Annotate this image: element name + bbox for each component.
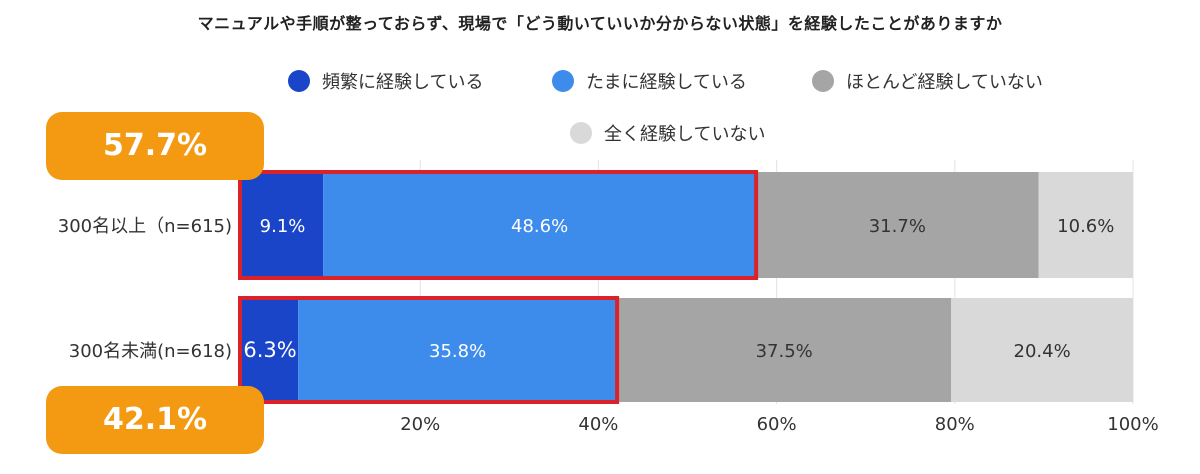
highlight-outline-0 (238, 170, 759, 280)
x-tick-label-3: 80% (935, 414, 975, 435)
x-tick-label-4: 100% (1107, 414, 1158, 435)
legend-item-never: 全く経験していない (570, 120, 765, 146)
bar-sometimes-1 (298, 298, 618, 402)
bar-rarely-0 (756, 172, 1039, 278)
legend-label-sometimes: たまに経験している (586, 72, 747, 93)
category-label-1: 300名未満(n=618) (69, 341, 232, 362)
data-label-rarely-0: 31.7% (869, 216, 926, 237)
legend-swatch-never (570, 122, 592, 144)
legend-item-rarely: ほとんど経験していない (812, 68, 1043, 94)
data-label-rarely-1: 37.5% (756, 341, 813, 362)
legend-swatch-frequent (288, 70, 310, 92)
legend-label-rarely: ほとんど経験していない (846, 72, 1043, 93)
data-label-sometimes-1: 35.8% (429, 341, 486, 362)
bar-never-0 (1038, 172, 1133, 278)
category-label-0: 300名以上（n=615) (58, 216, 232, 237)
data-label-never-0: 10.6% (1057, 216, 1114, 237)
chart-title: マニュアルや手順が整っておらず、現場で「どう動いていいか分からない状態」を経験し… (197, 14, 1003, 33)
highlight-callout-300-plus: 57.7% (46, 112, 264, 180)
legend-label-never: 全く経験していない (604, 124, 766, 145)
legend-item-sometimes: たまに経験している (552, 68, 747, 94)
highlight-callout-under-300: 42.1% (46, 386, 264, 454)
x-tick-label-1: 40% (578, 414, 618, 435)
x-tick-label-2: 60% (757, 414, 797, 435)
legend-item-frequent: 頻繁に経験している (288, 68, 483, 94)
legend-swatch-sometimes (552, 70, 574, 92)
data-label-sometimes-0: 48.6% (511, 216, 568, 237)
highlight-outline-1 (238, 296, 620, 404)
data-label-frequent-1: 6.3% (243, 338, 296, 362)
data-label-frequent-0: 9.1% (260, 216, 306, 237)
legend-label-frequent: 頻繁に経験している (322, 72, 484, 93)
bar-frequent-1 (242, 298, 299, 402)
bar-rarely-1 (617, 298, 952, 402)
x-tick-label-0: 20% (400, 414, 440, 435)
data-label-never-1: 20.4% (1014, 341, 1071, 362)
bar-never-1 (951, 298, 1133, 402)
bar-frequent-0 (242, 172, 324, 278)
bar-sometimes-0 (323, 172, 757, 278)
legend-swatch-rarely (812, 70, 834, 92)
